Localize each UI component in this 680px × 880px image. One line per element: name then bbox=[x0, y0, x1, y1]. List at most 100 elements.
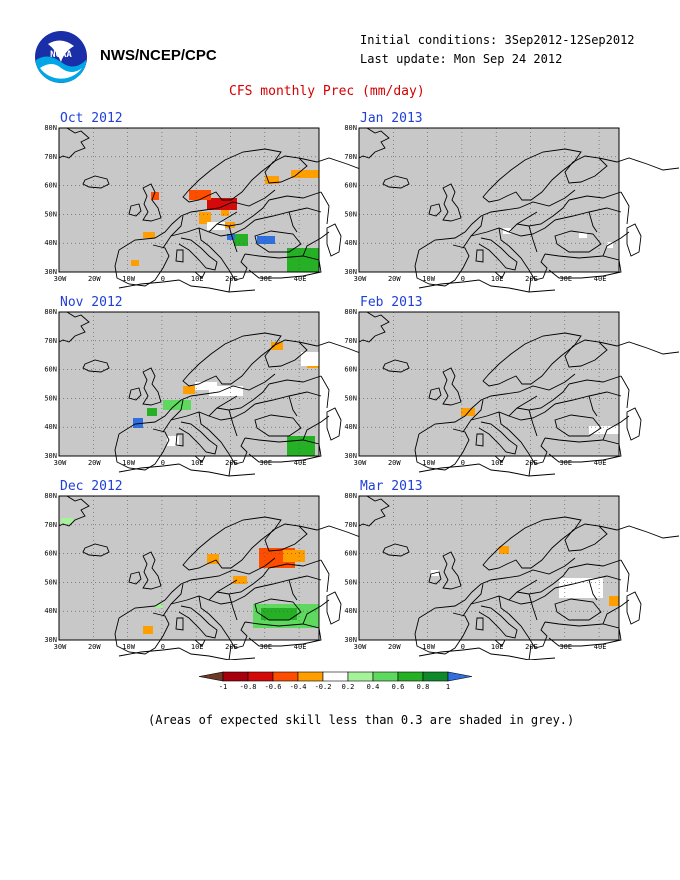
lat-label: 70N bbox=[44, 337, 57, 345]
anomaly-cell bbox=[207, 222, 225, 230]
graticule bbox=[59, 312, 319, 456]
anomaly-cell bbox=[189, 190, 211, 200]
anomaly-cell bbox=[143, 626, 153, 634]
initial-conditions: Initial conditions: 3Sep2012-12Sep2012 bbox=[360, 33, 635, 47]
lon-label: 10W bbox=[122, 459, 135, 467]
anomaly-cell bbox=[227, 234, 235, 240]
anomaly-cell bbox=[61, 518, 73, 524]
lat-label: 30N bbox=[344, 636, 357, 644]
lat-label: 60N bbox=[44, 550, 57, 558]
lon-label: 40E bbox=[594, 643, 607, 651]
panel-title-feb-2013: Feb 2013 bbox=[360, 295, 423, 310]
colorbar-label: 0.2 bbox=[342, 683, 355, 691]
lon-label: 40E bbox=[294, 643, 307, 651]
lon-label: 20E bbox=[225, 643, 238, 651]
lat-label: 80N bbox=[344, 308, 357, 316]
lon-label: 30E bbox=[559, 275, 572, 283]
lon-label: 20E bbox=[525, 643, 538, 651]
lat-label: 50N bbox=[44, 394, 57, 402]
anomaly-cell bbox=[234, 234, 248, 246]
lon-label: 0 bbox=[161, 459, 165, 467]
colorbar-label: -0.8 bbox=[240, 683, 257, 691]
colorbar-label: 0.8 bbox=[417, 683, 430, 691]
lat-label: 40N bbox=[44, 423, 57, 431]
colorbar: -1 -0.8 -0.6 -0.4 -0.2 0.2 0.4 0.6 0.8 1 bbox=[198, 671, 473, 691]
lat-label: 80N bbox=[44, 492, 57, 500]
skill-mask bbox=[359, 496, 619, 640]
anomaly-cell bbox=[133, 418, 143, 428]
lon-label: 10E bbox=[491, 643, 504, 651]
lon-label: 0 bbox=[161, 275, 165, 283]
lon-label: 0 bbox=[461, 643, 465, 651]
colorbar-low-arrow bbox=[198, 671, 224, 682]
anomaly-cell bbox=[147, 408, 157, 416]
lon-label: 30W bbox=[354, 275, 367, 283]
page-title: CFS monthly Prec (mm/day) bbox=[229, 84, 425, 99]
anomaly-cell bbox=[225, 222, 235, 228]
anomaly-cell bbox=[559, 578, 603, 598]
lon-label: 30E bbox=[259, 459, 272, 467]
lon-label: 10W bbox=[122, 275, 135, 283]
lon-label: 20E bbox=[525, 459, 538, 467]
lat-label: 60N bbox=[44, 182, 57, 190]
anomaly-cell bbox=[287, 248, 319, 272]
colorbar-swatch bbox=[222, 671, 249, 682]
anomaly-cell bbox=[301, 352, 319, 366]
colorbar-label: 1 bbox=[446, 683, 450, 691]
lat-label: 30N bbox=[44, 636, 57, 644]
panel-title-dec-2012: Dec 2012 bbox=[60, 479, 123, 494]
anomaly-cell bbox=[207, 198, 237, 210]
colorbar-label: 0.4 bbox=[367, 683, 380, 691]
lon-label: 0 bbox=[461, 459, 465, 467]
colorbar-swatch bbox=[322, 671, 349, 682]
map-frame bbox=[58, 127, 320, 273]
anomaly-cell bbox=[209, 386, 243, 396]
map-frame bbox=[358, 495, 620, 641]
graticule bbox=[59, 496, 319, 640]
lon-label: 20E bbox=[225, 275, 238, 283]
anomaly-cell bbox=[183, 386, 195, 394]
lon-label: 10E bbox=[491, 459, 504, 467]
lat-label: 30N bbox=[44, 268, 57, 276]
lat-label: 40N bbox=[44, 607, 57, 615]
lat-label: 70N bbox=[44, 521, 57, 529]
anomaly-cell bbox=[265, 176, 279, 184]
anomaly-cell bbox=[207, 554, 219, 564]
lat-label: 30N bbox=[344, 268, 357, 276]
colorbar-swatch bbox=[347, 671, 374, 682]
anomaly-cell bbox=[499, 546, 509, 554]
lat-label: 60N bbox=[344, 182, 357, 190]
colorbar-swatch bbox=[247, 671, 274, 682]
lon-label: 10E bbox=[491, 275, 504, 283]
anomaly-cell bbox=[579, 232, 587, 238]
colorbar-swatch bbox=[297, 671, 324, 682]
colorbar-swatch bbox=[272, 671, 299, 682]
anomaly-cell bbox=[167, 436, 179, 446]
anomaly-cell bbox=[143, 232, 155, 238]
lon-label: 20W bbox=[88, 459, 101, 467]
graticule bbox=[359, 128, 619, 272]
anomaly-cell bbox=[221, 210, 229, 216]
graticule bbox=[59, 128, 319, 272]
anomaly-cell bbox=[199, 212, 211, 224]
anomaly-cell bbox=[131, 260, 139, 266]
colorbar-high-arrow bbox=[447, 671, 473, 682]
anomaly-cell bbox=[233, 576, 247, 584]
lon-label: 40E bbox=[594, 275, 607, 283]
lat-label: 40N bbox=[344, 239, 357, 247]
anomaly-cell bbox=[257, 236, 275, 244]
lat-label: 50N bbox=[344, 578, 357, 586]
colorbar-label: -0.4 bbox=[290, 683, 307, 691]
agency-name: NWS/NCEP/CPC bbox=[100, 47, 217, 64]
colorbar-label: -1 bbox=[219, 683, 227, 691]
lon-label: 30W bbox=[54, 275, 67, 283]
lon-label: 40E bbox=[294, 459, 307, 467]
last-update: Last update: Mon Sep 24 2012 bbox=[360, 52, 563, 66]
footnote: (Areas of expected skill less than 0.3 a… bbox=[148, 713, 575, 727]
anomaly-cell bbox=[163, 400, 191, 410]
